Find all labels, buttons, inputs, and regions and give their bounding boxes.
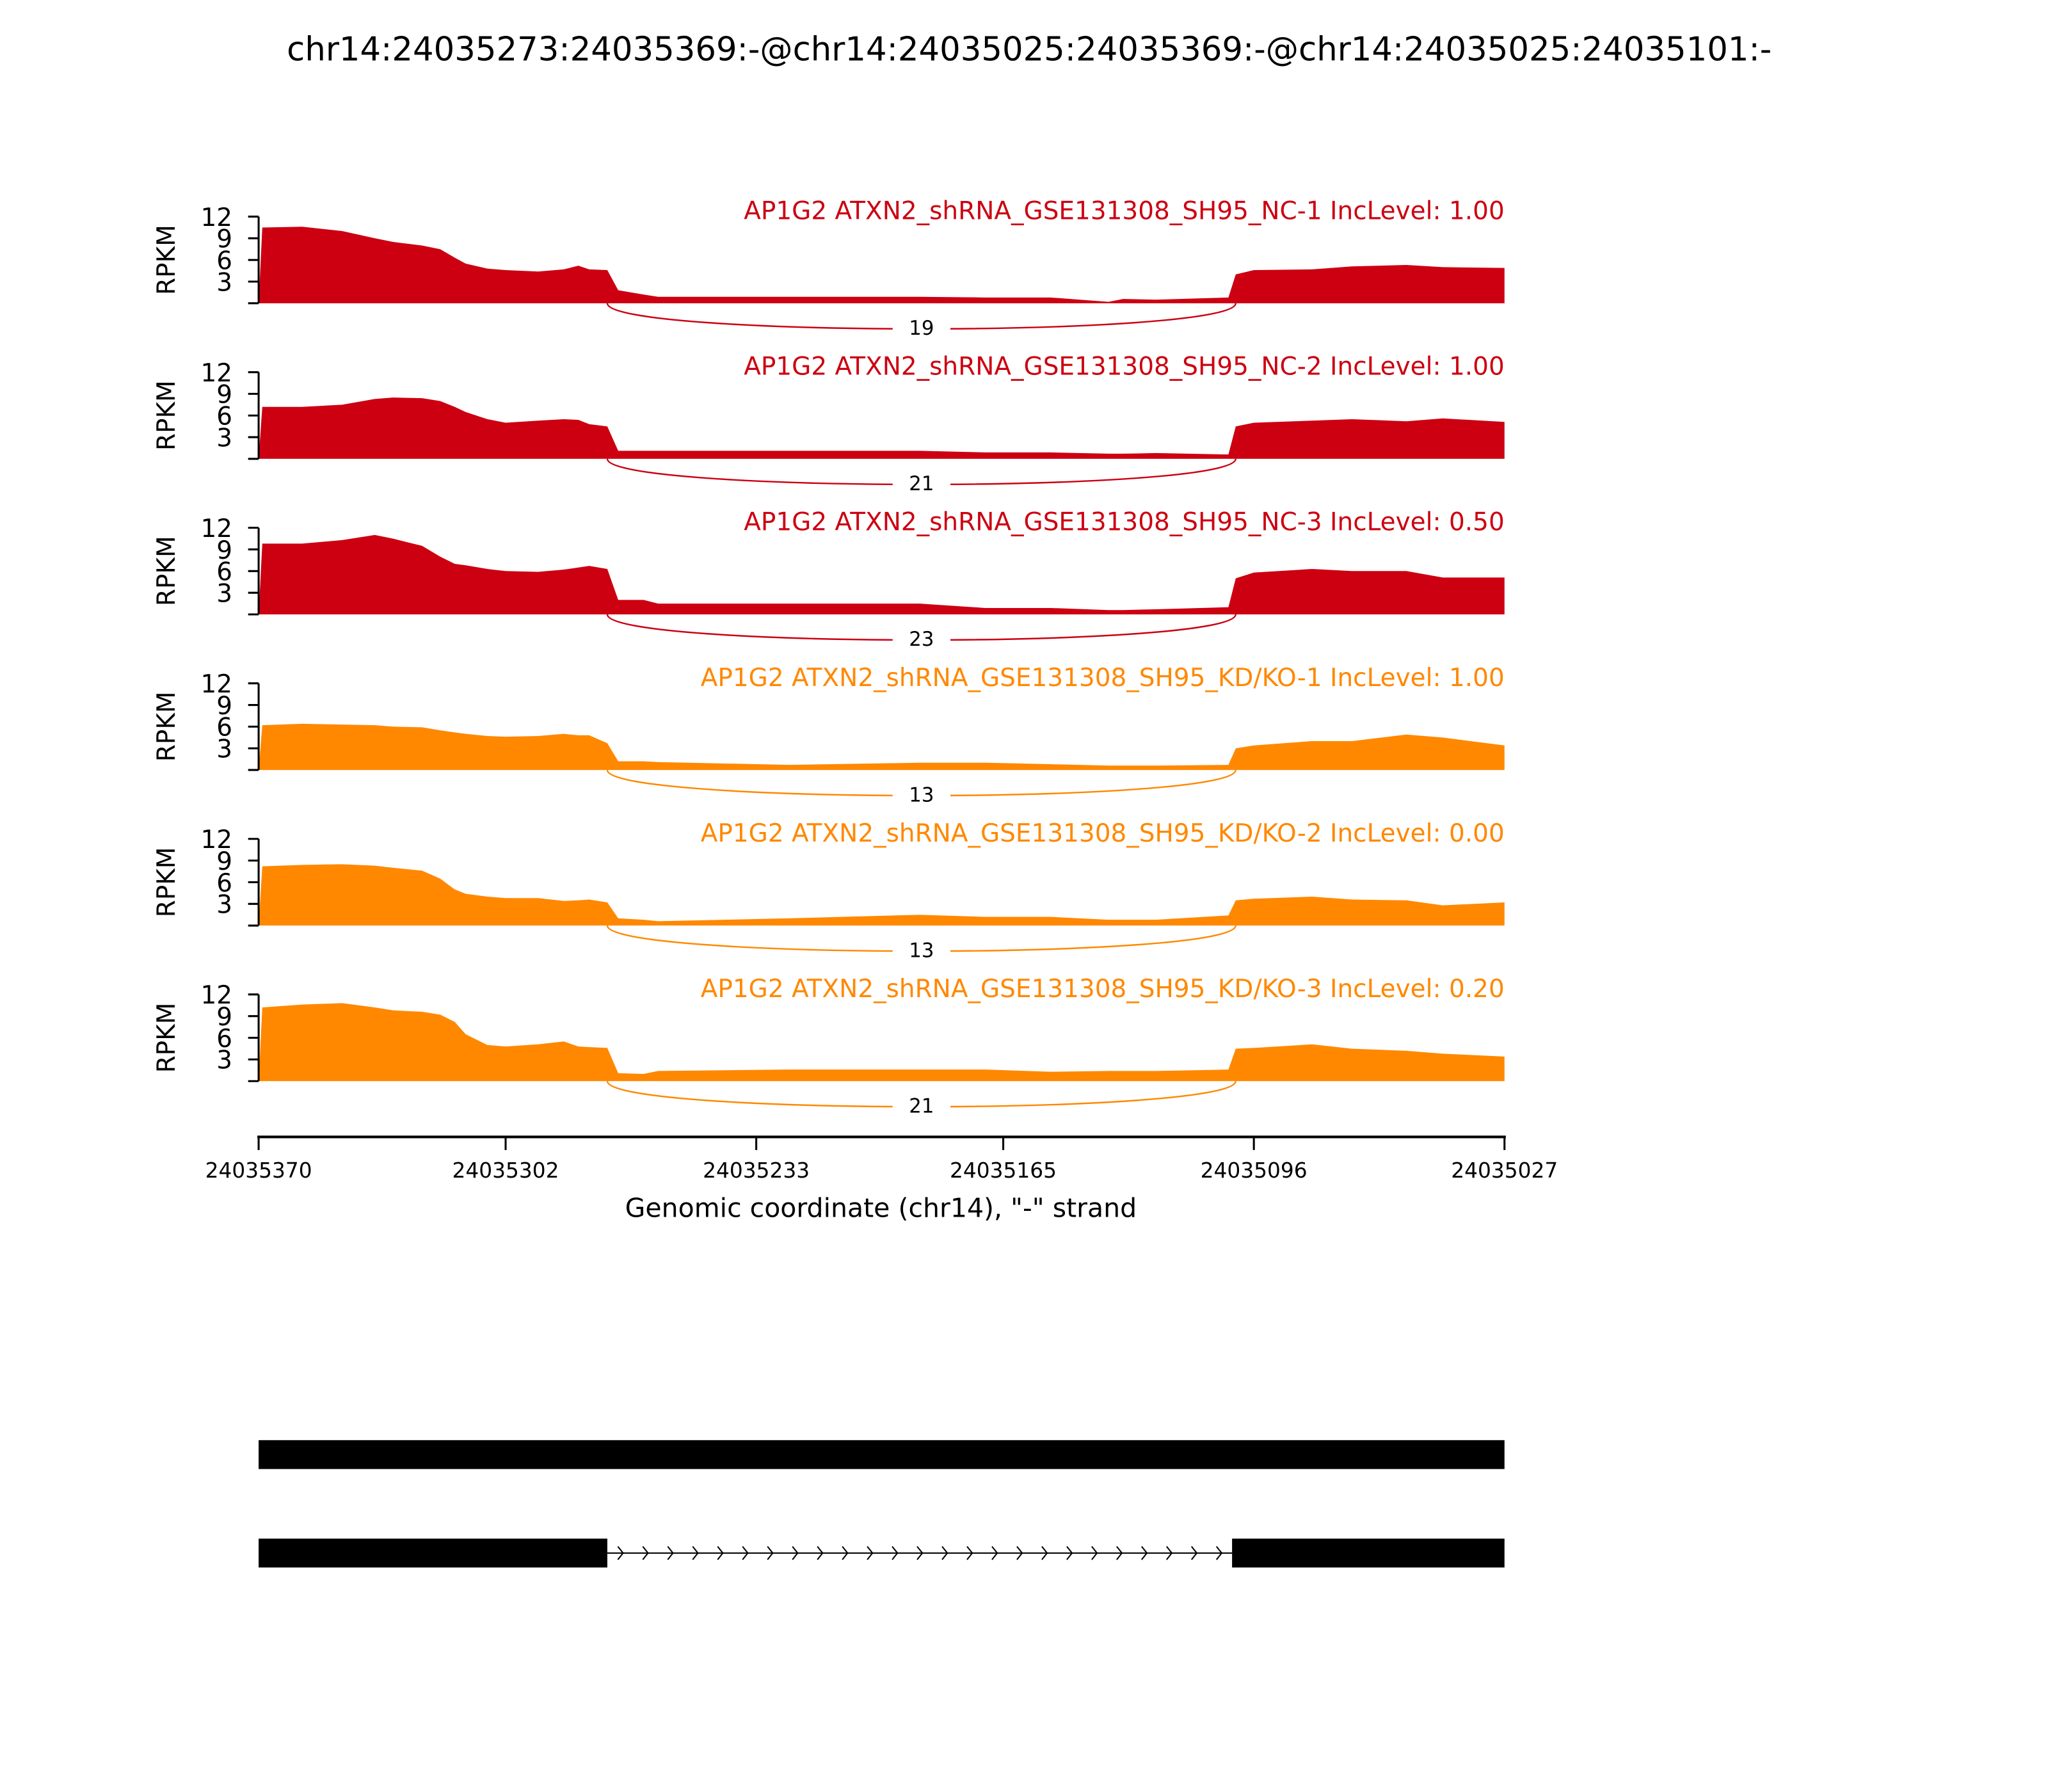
junction-count: 19 — [909, 317, 934, 340]
y-tick-label: 9 — [216, 381, 232, 410]
y-axis-label: RPKM — [152, 1003, 181, 1073]
coverage-area — [259, 227, 1505, 303]
x-tick-label: 24035370 — [205, 1158, 312, 1183]
y-tick-label: 12 — [200, 515, 232, 543]
y-tick-label: 3 — [216, 580, 232, 609]
strand-arrow-icon — [892, 1546, 899, 1560]
strand-arrow-icon — [1190, 1546, 1198, 1560]
exon-block — [259, 1440, 1505, 1469]
strand-arrow-icon — [642, 1546, 649, 1560]
strand-arrow-icon — [867, 1546, 874, 1560]
coverage-area — [259, 397, 1505, 459]
y-tick-label: 12 — [200, 981, 232, 1010]
x-axis-label: Genomic coordinate (chr14), "-" strand — [625, 1193, 1137, 1224]
strand-arrow-icon — [792, 1546, 799, 1560]
y-tick-label: 3 — [216, 891, 232, 920]
y-axis-label: RPKM — [152, 225, 181, 295]
y-tick-label: 6 — [216, 714, 232, 742]
junction-count: 21 — [909, 472, 934, 495]
strand-arrow-icon — [817, 1546, 824, 1560]
strand-arrow-icon — [966, 1546, 973, 1560]
strand-arrow-icon — [916, 1546, 924, 1560]
y-tick-label: 6 — [216, 869, 232, 898]
junction-label-box — [892, 1089, 950, 1121]
y-tick-label: 6 — [216, 247, 232, 276]
junction-label-box — [892, 622, 950, 654]
y-tick-label: 9 — [216, 536, 232, 565]
strand-arrow-icon — [1091, 1546, 1098, 1560]
coverage-area — [259, 864, 1505, 926]
y-tick-label: 6 — [216, 558, 232, 587]
strand-arrow-icon — [617, 1546, 624, 1560]
x-tick-label: 24035027 — [1451, 1158, 1558, 1183]
y-tick-label: 9 — [216, 692, 232, 721]
y-axis-label: RPKM — [152, 692, 181, 762]
coverage-area — [259, 534, 1505, 614]
x-tick-label: 24035233 — [703, 1158, 810, 1183]
y-tick-label: 12 — [200, 204, 232, 232]
track-label: AP1G2 ATXN2_shRNA_GSE131308_SH95_KD/KO-2… — [701, 819, 1505, 848]
x-tick-label: 24035302 — [452, 1158, 559, 1183]
junction-label-box — [892, 933, 950, 965]
strand-arrow-icon — [842, 1546, 849, 1560]
y-tick-label: 12 — [200, 826, 232, 854]
track-label: AP1G2 ATXN2_shRNA_GSE131308_SH95_KD/KO-1… — [701, 664, 1505, 692]
strand-arrow-icon — [941, 1546, 948, 1560]
strand-arrow-icon — [1041, 1546, 1048, 1560]
track-label: AP1G2 ATXN2_shRNA_GSE131308_SH95_NC-1 In… — [744, 197, 1505, 226]
y-axis-label: RPKM — [152, 380, 181, 451]
junction-count: 21 — [909, 1094, 934, 1117]
exon-block — [259, 1539, 607, 1568]
strand-arrow-icon — [717, 1546, 724, 1560]
strand-arrow-icon — [742, 1546, 749, 1560]
track-label: AP1G2 ATXN2_shRNA_GSE131308_SH95_KD/KO-3… — [701, 975, 1505, 1004]
y-tick-label: 12 — [200, 670, 232, 699]
strand-arrow-icon — [1016, 1546, 1023, 1560]
junction-count: 13 — [909, 939, 934, 962]
y-tick-label: 9 — [216, 847, 232, 876]
coverage-area — [259, 723, 1505, 771]
exon-block — [1232, 1539, 1505, 1568]
junction-count: 23 — [909, 628, 934, 651]
strand-arrow-icon — [667, 1546, 674, 1560]
y-tick-label: 9 — [216, 225, 232, 254]
y-tick-label: 9 — [216, 1003, 232, 1032]
y-tick-label: 3 — [216, 424, 232, 452]
coverage-area — [259, 1003, 1505, 1082]
y-axis-label: RPKM — [152, 536, 181, 606]
strand-arrow-icon — [692, 1546, 699, 1560]
junction-label-box — [892, 311, 950, 343]
strand-arrow-icon — [1141, 1546, 1148, 1560]
x-tick-label: 24035165 — [950, 1158, 1057, 1183]
y-tick-label: 3 — [216, 268, 232, 297]
strand-arrow-icon — [1215, 1546, 1223, 1560]
y-axis-label: RPKM — [152, 847, 181, 918]
strand-arrow-icon — [1116, 1546, 1123, 1560]
strand-arrow-icon — [1165, 1546, 1173, 1560]
track-label: AP1G2 ATXN2_shRNA_GSE131308_SH95_NC-3 In… — [744, 508, 1505, 537]
strand-arrow-icon — [1066, 1546, 1073, 1560]
strand-arrow-icon — [991, 1546, 998, 1560]
y-tick-label: 6 — [216, 403, 232, 431]
y-tick-label: 6 — [216, 1025, 232, 1053]
track-label: AP1G2 ATXN2_shRNA_GSE131308_SH95_NC-2 In… — [744, 353, 1505, 381]
transcript-1 — [259, 1440, 1505, 1469]
strand-arrow-icon — [767, 1546, 774, 1560]
chart-title: chr14:24035273:24035369:-@chr14:24035025… — [287, 30, 1772, 68]
y-tick-label: 3 — [216, 735, 232, 764]
y-tick-label: 3 — [216, 1046, 232, 1075]
junction-label-box — [892, 778, 950, 810]
x-tick-label: 24035096 — [1201, 1158, 1308, 1183]
y-tick-label: 12 — [200, 359, 232, 388]
junction-count: 13 — [909, 783, 934, 806]
junction-label-box — [892, 467, 950, 499]
transcript-2 — [259, 1539, 1505, 1568]
